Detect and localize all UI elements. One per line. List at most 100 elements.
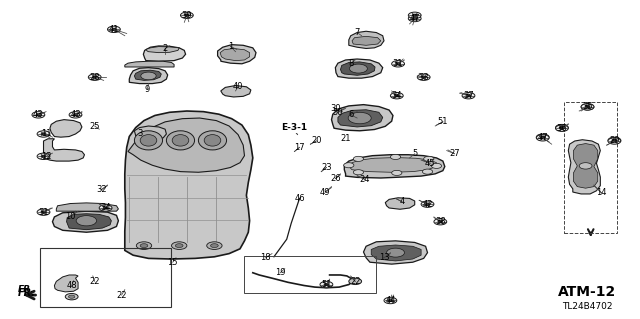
Circle shape [41, 155, 46, 158]
Polygon shape [125, 61, 174, 67]
Circle shape [141, 72, 156, 80]
Ellipse shape [166, 131, 195, 150]
Circle shape [608, 137, 621, 144]
Text: 37: 37 [463, 91, 474, 100]
Circle shape [73, 114, 78, 116]
Polygon shape [218, 45, 256, 64]
Circle shape [536, 135, 549, 141]
Circle shape [99, 205, 112, 211]
Circle shape [180, 12, 193, 19]
Circle shape [556, 125, 568, 131]
Polygon shape [349, 31, 384, 48]
Circle shape [388, 299, 393, 302]
Polygon shape [143, 46, 186, 61]
Bar [564, 102, 617, 233]
Circle shape [41, 133, 46, 135]
Text: 8: 8 [348, 59, 353, 68]
Text: 34: 34 [392, 91, 402, 100]
Text: 48: 48 [67, 281, 77, 290]
Circle shape [559, 126, 564, 129]
Polygon shape [50, 120, 82, 137]
Circle shape [608, 138, 621, 144]
Polygon shape [146, 47, 179, 53]
Text: 42: 42 [422, 200, 433, 209]
Text: 16: 16 [289, 126, 300, 135]
Bar [244, 256, 376, 293]
Text: 31: 31 [38, 208, 49, 217]
Circle shape [421, 201, 434, 207]
Circle shape [348, 112, 371, 124]
Text: 30: 30 [331, 104, 341, 113]
Circle shape [392, 61, 404, 67]
Circle shape [353, 170, 364, 175]
Circle shape [421, 76, 426, 78]
Polygon shape [568, 140, 600, 194]
Polygon shape [220, 48, 250, 61]
Circle shape [581, 104, 594, 110]
Text: 27: 27 [449, 149, 460, 158]
Circle shape [390, 154, 401, 160]
Circle shape [92, 76, 97, 78]
Text: 33: 33 [419, 73, 429, 82]
Text: 5: 5 [412, 149, 417, 158]
Circle shape [65, 293, 78, 300]
Circle shape [422, 169, 433, 174]
Text: TL24B4702: TL24B4702 [563, 302, 612, 311]
Text: 47: 47 [538, 133, 548, 142]
Text: 11: 11 [41, 130, 51, 138]
Circle shape [344, 163, 354, 168]
Polygon shape [125, 111, 253, 259]
Polygon shape [349, 158, 436, 172]
Text: 14: 14 [596, 189, 607, 197]
Polygon shape [56, 203, 118, 211]
Text: 24: 24 [360, 175, 370, 184]
Circle shape [408, 12, 421, 19]
Circle shape [412, 17, 417, 20]
Circle shape [417, 74, 430, 80]
Circle shape [434, 219, 447, 225]
Text: 45: 45 [425, 159, 435, 168]
Circle shape [438, 220, 443, 223]
Text: 46: 46 [294, 194, 305, 203]
Circle shape [556, 124, 568, 131]
Text: 15: 15 [168, 258, 178, 267]
Text: FR.: FR. [17, 285, 34, 294]
Circle shape [207, 242, 222, 249]
Circle shape [390, 93, 403, 99]
Polygon shape [344, 155, 445, 178]
Text: 25: 25 [90, 122, 100, 130]
Text: 34: 34 [100, 204, 111, 212]
Text: 28: 28 [90, 73, 100, 82]
Circle shape [103, 207, 108, 209]
Circle shape [324, 283, 329, 286]
Circle shape [585, 106, 590, 108]
Circle shape [36, 114, 41, 116]
Circle shape [462, 93, 475, 99]
Circle shape [172, 242, 187, 249]
Text: 31: 31 [393, 59, 403, 68]
Circle shape [540, 136, 545, 138]
Circle shape [466, 94, 471, 97]
Text: 38: 38 [435, 217, 445, 226]
Text: 18: 18 [260, 253, 271, 262]
Ellipse shape [172, 135, 189, 146]
Polygon shape [129, 68, 168, 84]
Circle shape [108, 26, 120, 33]
Text: 21: 21 [340, 134, 351, 143]
Circle shape [612, 139, 617, 142]
Circle shape [184, 14, 189, 17]
Text: 22: 22 [116, 291, 127, 300]
Circle shape [581, 104, 594, 110]
Polygon shape [67, 214, 111, 230]
Text: 51: 51 [321, 280, 332, 289]
Circle shape [349, 278, 362, 285]
Text: 13: 13 [379, 253, 389, 262]
Text: 1: 1 [228, 42, 233, 51]
Text: 22: 22 [350, 277, 360, 286]
Circle shape [394, 94, 399, 97]
Text: 3: 3 [137, 130, 142, 138]
Ellipse shape [204, 135, 221, 146]
Circle shape [37, 153, 50, 160]
Circle shape [76, 216, 97, 226]
Polygon shape [221, 85, 251, 97]
